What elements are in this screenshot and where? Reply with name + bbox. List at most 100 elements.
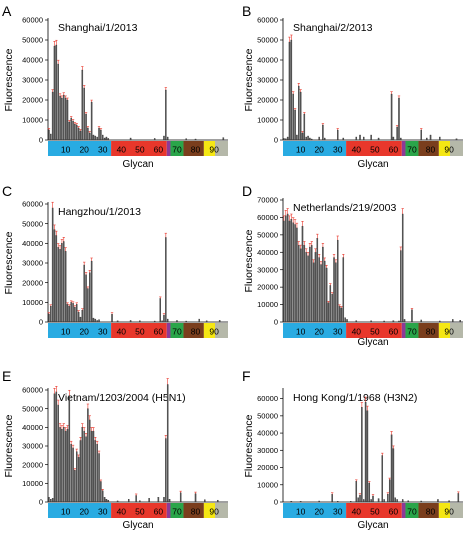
bar <box>87 408 89 503</box>
bar <box>90 430 93 503</box>
glycan-band-segment <box>166 141 171 156</box>
bar <box>77 127 80 141</box>
bar <box>76 304 78 323</box>
glycan-band-segment <box>48 141 112 156</box>
chart-panel-a: A Shanghai/1/2013 0 10000 20000 30000 40000 500… <box>2 3 228 170</box>
y-tick-label: 10000 <box>22 298 43 307</box>
glycan-band-segment <box>215 503 228 518</box>
y-tick-label: 20000 <box>257 96 278 105</box>
bar <box>105 136 108 141</box>
bar <box>204 499 206 503</box>
x-tick-label: 10 <box>61 145 71 155</box>
bar <box>59 427 61 503</box>
y-tick-label: 50000 <box>22 219 43 228</box>
bar <box>94 135 97 141</box>
bar <box>398 320 400 323</box>
y-tick-label: 60000 <box>22 16 43 25</box>
bar <box>70 302 72 323</box>
bar <box>222 137 225 141</box>
y-tick-label: 30000 <box>22 76 43 85</box>
bar <box>64 97 67 141</box>
bar <box>57 404 59 503</box>
bar <box>217 499 219 503</box>
y-tick-label: 10000 <box>257 300 278 309</box>
x-tick-label: 90 <box>444 145 454 155</box>
bar <box>53 229 56 323</box>
bar <box>83 87 85 141</box>
bar <box>420 129 422 141</box>
y-tick-label: 0 <box>274 498 278 507</box>
bar <box>57 247 59 323</box>
bar <box>309 246 311 323</box>
bar <box>76 124 78 141</box>
bar <box>290 500 293 503</box>
bar <box>168 499 171 503</box>
glycan-band-segment <box>346 141 402 156</box>
y-tick-label: 40000 <box>22 239 43 248</box>
glycan-band-segment <box>183 323 204 338</box>
y-tick-label: 30000 <box>257 76 278 85</box>
y-tick-label: 10000 <box>257 480 278 489</box>
glycan-band-segment <box>418 141 439 156</box>
glycan-band-segment <box>346 503 402 518</box>
bar <box>85 113 87 141</box>
bar <box>377 498 380 503</box>
bar <box>165 237 167 323</box>
bar <box>53 45 56 141</box>
y-tick-label: 50000 <box>257 36 278 45</box>
bar <box>290 219 293 323</box>
bar <box>205 320 208 323</box>
bar <box>63 241 65 323</box>
bar <box>107 138 110 141</box>
x-axis-label: Glycan <box>122 520 153 531</box>
x-tick-label: 20 <box>314 145 324 155</box>
y-tick-label: 40000 <box>257 248 278 257</box>
x-tick-label: 60 <box>389 145 399 155</box>
glycan-band-segment <box>283 141 347 156</box>
bar <box>370 320 372 323</box>
bar <box>403 319 406 323</box>
bar <box>218 320 221 323</box>
bar <box>338 306 341 323</box>
x-tick-label: 60 <box>389 507 399 517</box>
y-tick-label: 60000 <box>22 200 43 209</box>
x-axis-label: Glycan <box>357 520 388 531</box>
y-tick-label: 60000 <box>22 386 43 395</box>
bar <box>64 430 67 503</box>
bar <box>100 129 102 141</box>
bar <box>452 319 454 323</box>
bar <box>396 126 398 141</box>
bar <box>159 298 161 323</box>
bar <box>185 138 187 141</box>
bar <box>407 500 409 503</box>
bar <box>346 319 348 323</box>
bar <box>311 138 313 141</box>
bar <box>96 443 98 503</box>
bar <box>292 222 294 323</box>
bar <box>298 85 300 141</box>
bar <box>74 123 76 141</box>
bar <box>368 482 371 503</box>
bar <box>322 246 324 323</box>
x-tick-label: 70 <box>407 145 417 155</box>
bar <box>401 499 404 503</box>
x-tick-label: 90 <box>444 507 454 517</box>
glycan-band-segment <box>183 503 204 518</box>
bar <box>294 109 296 141</box>
glycan-band-segment <box>283 503 347 518</box>
y-tick-label: 20000 <box>257 463 278 472</box>
bar <box>390 434 393 503</box>
bar <box>50 133 52 141</box>
bar <box>70 117 72 141</box>
bar <box>337 129 339 141</box>
bar <box>72 120 74 141</box>
bar <box>176 320 178 323</box>
panel-letter: C <box>2 183 12 199</box>
bar <box>129 320 132 323</box>
bar <box>457 493 460 503</box>
bar <box>66 429 69 503</box>
x-tick-label: 90 <box>209 507 219 517</box>
y-tick-label: 20000 <box>22 96 43 105</box>
bar <box>194 138 197 141</box>
glycan-band-segment <box>405 323 419 338</box>
